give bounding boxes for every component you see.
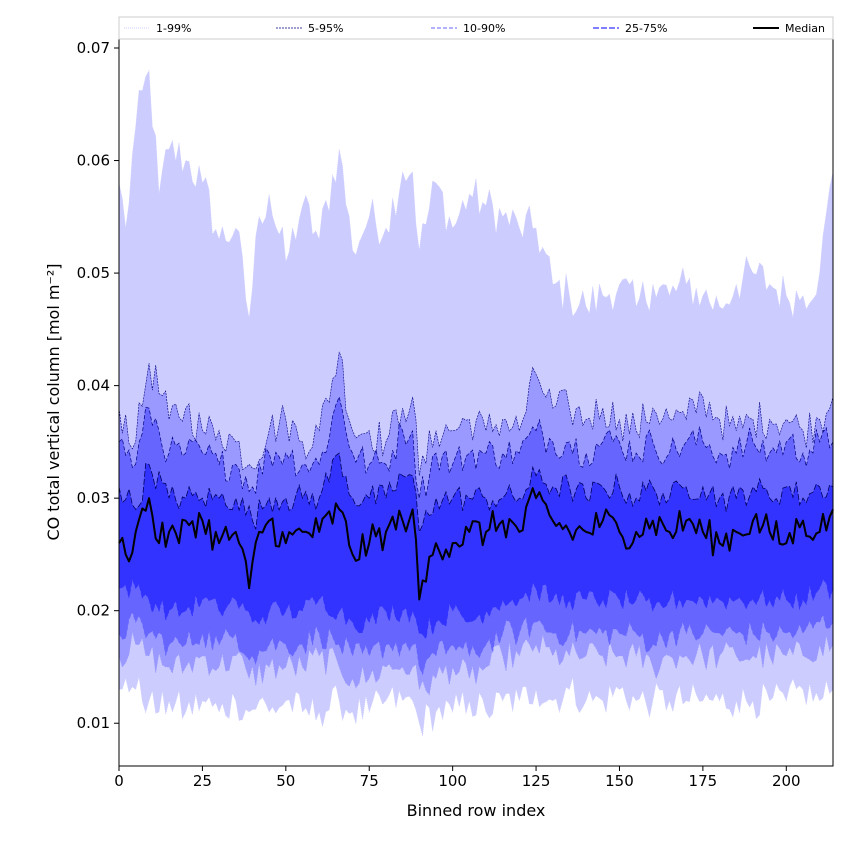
y-tick-label: 0.04 — [77, 377, 110, 395]
y-tick-label: 0.05 — [77, 264, 110, 282]
x-tick-label: 125 — [522, 772, 551, 790]
x-tick-label: 100 — [438, 772, 467, 790]
x-tick-label: 200 — [772, 772, 801, 790]
y-tick-label: 0.03 — [77, 489, 110, 507]
legend: 1-99% 5-95% 10-90% 25-75% Median — [118, 16, 834, 40]
legend-label: Median — [785, 22, 825, 35]
legend-label: 25-75% — [625, 22, 667, 35]
band-25-to-75-lower-line — [118, 577, 834, 640]
x-tick-label: 25 — [193, 772, 212, 790]
band-10-to-90-lower-line — [118, 610, 834, 676]
band-10-to-90-upper-line — [118, 395, 834, 499]
band-1-to-99-upper-line — [118, 69, 834, 319]
y-axis-label: CO total vertical column [mol m⁻²] — [44, 263, 63, 540]
legend-label: 1-99% — [156, 22, 191, 35]
x-tick-label: 50 — [276, 772, 295, 790]
legend-box — [118, 16, 834, 40]
band-25-to-75-fill — [119, 453, 833, 639]
x-tick-label: 150 — [605, 772, 634, 790]
median-line — [118, 487, 834, 601]
x-tick-label: 75 — [360, 772, 379, 790]
x-tick-label: 0 — [114, 772, 124, 790]
y-tick-label: 0.06 — [77, 152, 110, 170]
y-tick-label: 0.07 — [77, 39, 110, 57]
x-axis-label: Binned row index — [407, 801, 546, 820]
percentile-bands — [118, 69, 834, 736]
band-5-to-95-lower-line — [118, 631, 834, 696]
median-layer — [118, 487, 834, 601]
y-axis-ticks: 0.01 0.02 0.03 0.04 0.05 0.06 0.07 — [77, 39, 119, 732]
y-tick-label: 0.01 — [77, 714, 110, 732]
legend-label: 10-90% — [463, 22, 505, 35]
legend-label: 5-95% — [308, 22, 343, 35]
x-axis-ticks: 0 25 50 75 100 125 150 175 200 — [114, 766, 801, 790]
band-5-to-95-upper-line — [118, 351, 834, 476]
y-tick-label: 0.02 — [77, 602, 110, 620]
x-tick-label: 175 — [689, 772, 718, 790]
